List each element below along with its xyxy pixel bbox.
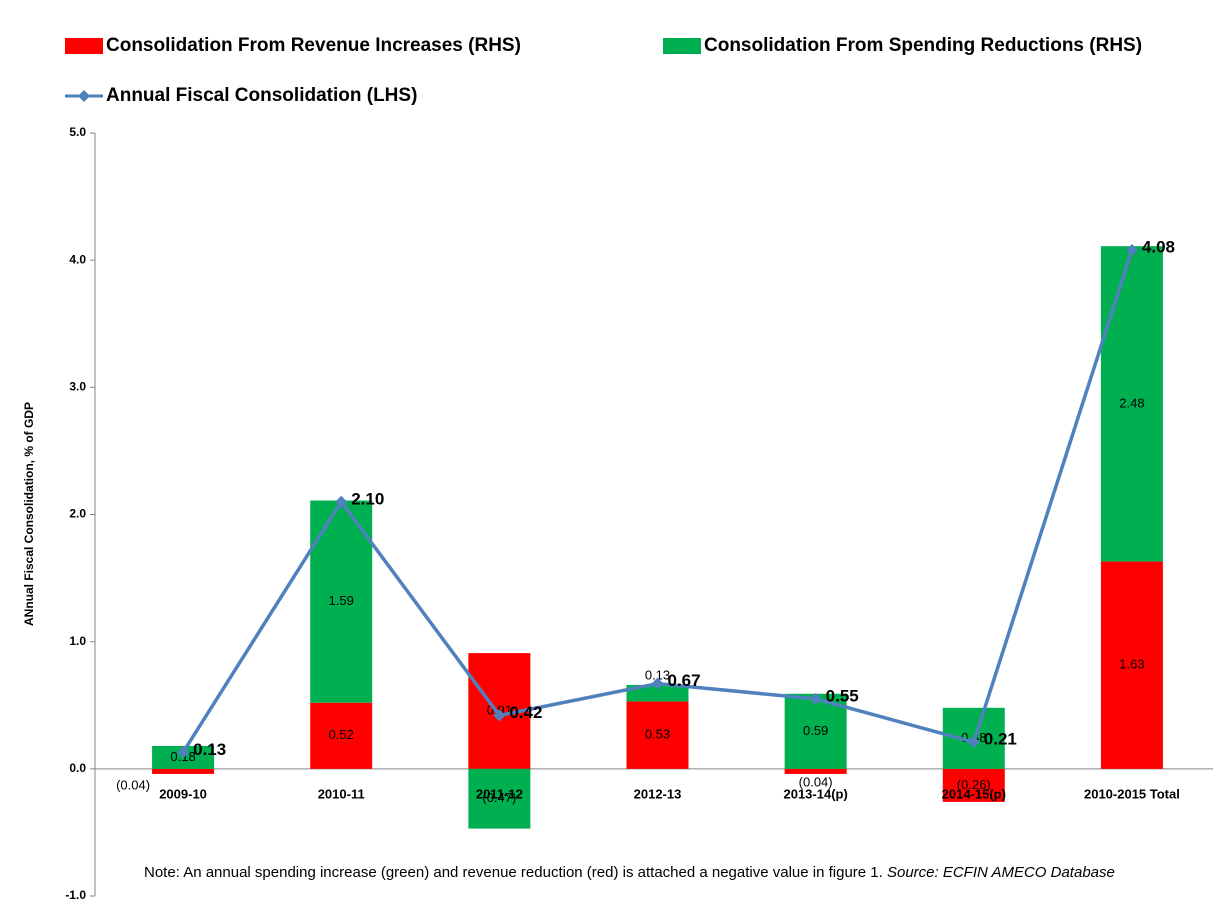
line-label: 0.55 — [826, 686, 859, 705]
x-tick-label: 2010-11 — [318, 786, 365, 801]
note-text: Note: An annual spending increase (green… — [144, 864, 887, 881]
line-label: 0.67 — [668, 671, 701, 690]
bar — [152, 768, 215, 774]
line-marker — [177, 746, 190, 759]
line-label: 0.13 — [193, 740, 226, 759]
data-label: 0.13 — [645, 667, 670, 682]
line-marker — [967, 736, 980, 749]
bar — [310, 702, 373, 769]
legend-label: Consolidation From Spending Reductions (… — [704, 35, 1142, 56]
legend-swatch — [65, 38, 103, 54]
x-tick-label: 2009-10 — [159, 786, 207, 801]
y-tick-label: 4.0 — [69, 252, 86, 266]
x-tick-label: 2014-15(p) — [942, 786, 1006, 801]
x-tick-label: 2012-13 — [634, 786, 682, 801]
line-marker — [809, 692, 822, 705]
data-label: (0.47) — [482, 790, 516, 805]
y-tick-label: 2.0 — [69, 507, 86, 521]
line-marker — [493, 709, 506, 722]
note-source: Source: ECFIN AMECO Database — [886, 864, 1115, 881]
bar — [942, 768, 1005, 802]
data-label: 0.59 — [803, 723, 828, 738]
bar — [1100, 561, 1163, 769]
y-tick-label: 1.0 — [69, 634, 86, 648]
note: Note: An annual spending increase (green… — [144, 862, 1214, 884]
bar — [626, 701, 689, 769]
legend-label: Consolidation From Revenue Increases (RH… — [106, 35, 521, 56]
x-tick-label: 2013-14(p) — [783, 786, 847, 801]
y-tick-label: 3.0 — [69, 380, 86, 394]
line-label: 4.08 — [1142, 237, 1175, 256]
y-axis-label: ANnual Fiscal Consolidation, % of GDP — [22, 402, 36, 626]
line-label: 2.10 — [351, 489, 384, 508]
y-tick-label: 5.0 — [69, 125, 86, 139]
data-label: 1.59 — [329, 593, 354, 608]
x-tick-label: 2010-2015 Total — [1084, 786, 1180, 801]
data-label: 0.53 — [645, 727, 670, 742]
line-label: 0.21 — [984, 730, 1017, 749]
bar — [626, 684, 689, 702]
bar — [1100, 246, 1163, 562]
line-marker — [335, 495, 348, 508]
y-tick-label: 0.0 — [69, 761, 86, 775]
data-label: 2.48 — [1119, 395, 1144, 410]
legend-marker — [78, 90, 90, 102]
line-marker — [651, 677, 664, 690]
bar — [784, 768, 847, 774]
data-label: (0.26) — [957, 777, 991, 792]
legend-swatch — [663, 38, 701, 54]
line-marker — [1125, 243, 1138, 256]
data-label: 0.52 — [329, 727, 354, 742]
y-tick-label: -1.0 — [65, 888, 86, 902]
line-label: 0.42 — [509, 703, 542, 722]
x-tick-label: 2011-12 — [476, 786, 523, 801]
legend-label: Annual Fiscal Consolidation (LHS) — [106, 85, 417, 106]
data-label: 1.63 — [1119, 657, 1144, 672]
data-label: (0.04) — [116, 777, 150, 792]
bar — [468, 768, 531, 829]
data-label: (0.04) — [799, 774, 833, 789]
